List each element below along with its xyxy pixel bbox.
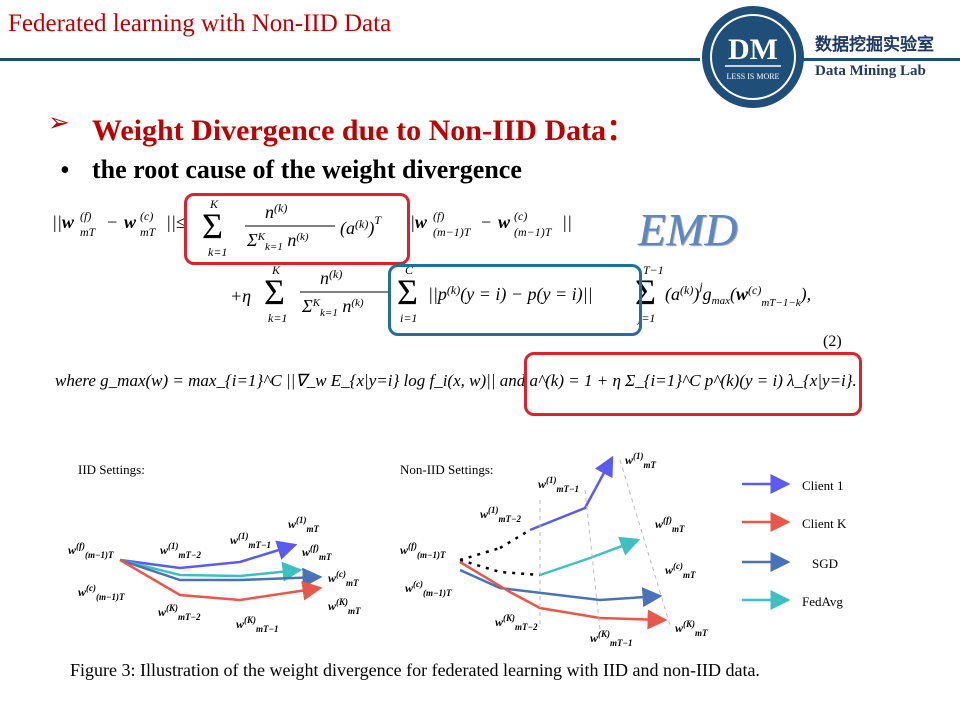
svg-text:||p(k)(y = i) − p(y = i)||: ||p(k)(y = i) − p(y = i)|| [428, 283, 593, 305]
svg-text:w(K)mT−2: w(K)mT−2 [495, 613, 538, 632]
svg-text:w(f)mT: w(f)mT [302, 543, 332, 562]
weight-divergence-figure: IID Settings: Non-IID Settings: w(f)(m−1… [68, 451, 847, 648]
svg-text:K: K [271, 263, 281, 277]
svg-text:Σ: Σ [264, 272, 285, 312]
svg-text:w(K)mT: w(K)mT [675, 619, 708, 638]
weight-divergence-equation: ||w (f)mT − w (c)mT ||≤ K Σ k=1 n(k) ΣKk… [52, 197, 811, 325]
heading-arrow-icon: ➢ [48, 108, 70, 137]
svg-text:w(K)mT−1: w(K)mT−1 [236, 615, 278, 634]
svg-text:(f): (f) [80, 209, 91, 223]
bullet-text: the root cause of the weight divergence [92, 155, 522, 184]
emd-term-highlight [388, 264, 642, 336]
svg-text:w(1)mT−1: w(1)mT−1 [230, 531, 271, 550]
logo-name-en: Data Mining Lab [815, 63, 926, 79]
svg-text:w(1)mT: w(1)mT [625, 451, 657, 470]
svg-text:C: C [405, 263, 414, 277]
svg-text:n(k): n(k) [320, 267, 342, 288]
section-heading: Weight Divergence due to Non-IID Data： [92, 114, 637, 147]
svg-text:w(1)mT−2: w(1)mT−2 [160, 541, 201, 560]
svg-text:w(f)mT: w(f)mT [655, 515, 685, 534]
svg-text:w(1)mT−2: w(1)mT−2 [480, 505, 521, 524]
legend-label-client1: Client 1 [802, 478, 844, 493]
svg-text:w(c)mT: w(c)mT [665, 561, 696, 580]
legend-label-clientk: Client K [802, 516, 847, 531]
noniid-title: Non-IID Settings: [400, 462, 494, 477]
emd-label: EMD [638, 204, 738, 255]
svg-text:T−1: T−1 [643, 263, 664, 277]
svg-text:Σ: Σ [202, 206, 223, 246]
svg-text:mT: mT [140, 225, 157, 239]
header-divider [0, 58, 700, 61]
logo-name-cn: 数据挖掘实验室 [815, 35, 934, 55]
svg-text:w(1)mT−1: w(1)mT−1 [538, 475, 579, 494]
svg-text:w(c)(m−1)T: w(c)(m−1)T [78, 583, 125, 602]
slide-title: Federated learning with Non-IID Data [8, 10, 392, 37]
svg-text:w(f)(m−1)T: w(f)(m−1)T [68, 541, 114, 560]
svg-text:−: − [106, 212, 118, 232]
svg-text:i=1: i=1 [400, 311, 417, 325]
svg-text:w(1)mT: w(1)mT [288, 515, 320, 534]
svg-text:w(f)(m−1)T: w(f)(m−1)T [400, 541, 446, 560]
svg-text:w(K)mT−1: w(K)mT−1 [590, 629, 632, 648]
figure-caption: Figure 3: Illustration of the weight div… [70, 660, 760, 680]
svg-text:k=1: k=1 [208, 245, 227, 259]
svg-text:w(c)mT: w(c)mT [328, 569, 359, 588]
logo-tagline: LESS IS MORE [727, 72, 780, 81]
equation-number: (2) [823, 333, 842, 350]
weight-term-highlight [184, 193, 410, 265]
svg-text:k=1: k=1 [268, 311, 287, 325]
svg-text:(m−1)T: (m−1)T [514, 225, 553, 239]
svg-text:K: K [209, 197, 219, 211]
iid-title: IID Settings: [78, 462, 145, 477]
legend-label-fedavg: FedAvg [802, 594, 843, 609]
svg-text:||≤: ||≤ [166, 212, 186, 232]
bullet-icon: • [60, 155, 70, 186]
svg-text:Σ: Σ [397, 272, 418, 312]
svg-text:w: w [498, 212, 511, 232]
svg-text:(m−1)T: (m−1)T [433, 225, 472, 239]
svg-text:(c): (c) [514, 209, 527, 223]
svg-text:w: w [124, 212, 137, 232]
svg-text:mT: mT [80, 225, 97, 239]
svg-text:+η: +η [230, 286, 251, 306]
svg-text:(f): (f) [433, 209, 444, 223]
svg-text:w(K)mT: w(K)mT [328, 597, 361, 616]
logo-initials: DM [728, 33, 778, 66]
svg-text:(c): (c) [140, 209, 153, 223]
a-definition-highlight [524, 352, 862, 416]
header-divider-right [800, 58, 960, 61]
svg-text:||: || [562, 212, 572, 232]
figure-legend: Client 1 Client K SGD FedAvg [742, 474, 847, 610]
svg-text:w(K)mT−2: w(K)mT−2 [158, 603, 201, 622]
svg-text:−: − [480, 212, 492, 232]
svg-text:||w: ||w [52, 212, 75, 232]
svg-text:(a(k))jgmax(w(c)mT−1−k),: (a(k))jgmax(w(c)mT−1−k), [665, 279, 811, 309]
where-clause: where g_max(w) = max_{i=1}^C ||∇_w E_{x|… [55, 371, 857, 390]
svg-text:||w: ||w [405, 212, 428, 232]
legend-label-sgd: SGD [812, 556, 838, 571]
dm-logo: DM LESS IS MORE [702, 6, 804, 108]
svg-text:ΣKk=1 n(k): ΣKk=1 n(k) [301, 296, 364, 319]
svg-text:w(c)(m−1)T: w(c)(m−1)T [405, 579, 452, 598]
